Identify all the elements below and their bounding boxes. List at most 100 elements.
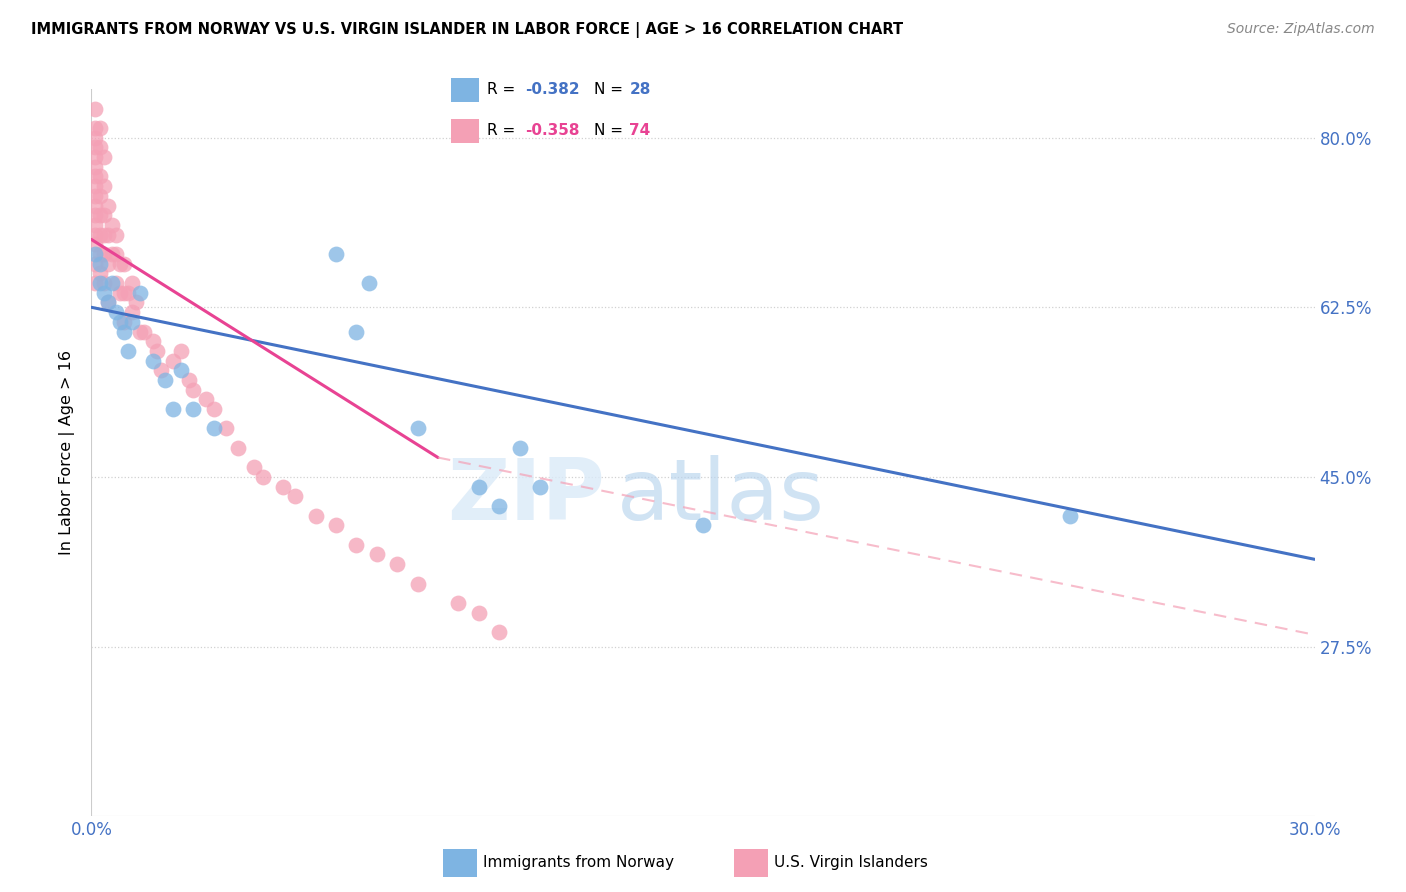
Text: IMMIGRANTS FROM NORWAY VS U.S. VIRGIN ISLANDER IN LABOR FORCE | AGE > 16 CORRELA: IMMIGRANTS FROM NORWAY VS U.S. VIRGIN IS…: [31, 22, 903, 38]
Text: Source: ZipAtlas.com: Source: ZipAtlas.com: [1227, 22, 1375, 37]
Point: [385, 557, 409, 571]
Point: [529, 480, 551, 494]
Point: [93, 247, 115, 261]
Point: [153, 373, 176, 387]
Point: [97, 295, 120, 310]
Point: [89, 257, 111, 271]
Point: [84, 120, 107, 135]
Point: [117, 343, 139, 358]
Point: [108, 285, 131, 300]
Point: [346, 325, 368, 339]
Point: [97, 198, 120, 212]
Text: ZIP: ZIP: [447, 455, 605, 538]
Point: [488, 499, 510, 513]
Point: [104, 247, 127, 261]
Point: [304, 508, 326, 523]
Point: [112, 285, 135, 300]
Point: [89, 208, 111, 222]
Point: [1059, 508, 1081, 523]
Point: [183, 383, 205, 397]
Point: [84, 150, 107, 164]
Point: [447, 596, 470, 610]
Point: [84, 160, 107, 174]
Point: [97, 227, 120, 242]
Point: [271, 480, 294, 494]
Point: [134, 325, 156, 339]
Point: [692, 518, 714, 533]
Point: [325, 518, 347, 533]
Point: [84, 218, 107, 232]
Text: N =: N =: [593, 82, 627, 97]
Text: R =: R =: [486, 123, 520, 138]
Point: [89, 140, 111, 154]
Point: [202, 402, 225, 417]
Y-axis label: In Labor Force | Age > 16: In Labor Force | Age > 16: [59, 351, 76, 555]
Point: [93, 208, 115, 222]
Point: [170, 363, 193, 377]
Point: [84, 169, 107, 184]
Point: [108, 315, 131, 329]
Point: [89, 120, 111, 135]
Point: [226, 441, 249, 455]
Text: 74: 74: [630, 123, 651, 138]
Point: [89, 189, 111, 203]
Text: -0.358: -0.358: [526, 123, 579, 138]
Point: [112, 325, 135, 339]
Text: -0.382: -0.382: [526, 82, 579, 97]
Point: [325, 247, 347, 261]
Point: [346, 538, 368, 552]
Point: [84, 179, 107, 194]
Point: [121, 305, 143, 319]
Point: [194, 392, 217, 407]
Bar: [451, 119, 478, 144]
Text: 28: 28: [630, 82, 651, 97]
Point: [488, 625, 510, 640]
Point: [162, 353, 184, 368]
Point: [112, 257, 135, 271]
Point: [101, 218, 124, 232]
Point: [406, 576, 429, 591]
Point: [215, 421, 238, 435]
Point: [467, 480, 491, 494]
Point: [93, 150, 115, 164]
Point: [84, 227, 107, 242]
Point: [284, 489, 307, 503]
Point: [141, 353, 163, 368]
Point: [84, 257, 107, 271]
Point: [84, 130, 107, 145]
Point: [149, 363, 172, 377]
Point: [89, 169, 111, 184]
Point: [84, 276, 107, 290]
Bar: [734, 849, 768, 877]
Point: [84, 140, 107, 154]
Point: [89, 247, 111, 261]
Text: R =: R =: [486, 82, 520, 97]
Point: [84, 247, 107, 261]
Point: [170, 343, 193, 358]
Text: U.S. Virgin Islanders: U.S. Virgin Islanders: [775, 855, 928, 870]
Point: [93, 276, 115, 290]
Point: [129, 325, 152, 339]
Point: [104, 276, 127, 290]
Point: [202, 421, 225, 435]
Point: [509, 441, 531, 455]
Point: [104, 227, 127, 242]
Point: [121, 276, 143, 290]
Point: [84, 208, 107, 222]
Point: [84, 198, 107, 212]
Point: [97, 257, 120, 271]
Point: [84, 102, 107, 116]
Point: [117, 285, 139, 300]
Point: [406, 421, 429, 435]
Point: [89, 227, 111, 242]
Point: [162, 402, 184, 417]
Point: [179, 373, 201, 387]
Text: atlas: atlas: [617, 455, 825, 538]
Point: [108, 257, 131, 271]
Point: [93, 285, 115, 300]
Bar: [443, 849, 477, 877]
Point: [93, 227, 115, 242]
Point: [84, 189, 107, 203]
Point: [129, 285, 152, 300]
Point: [183, 402, 205, 417]
